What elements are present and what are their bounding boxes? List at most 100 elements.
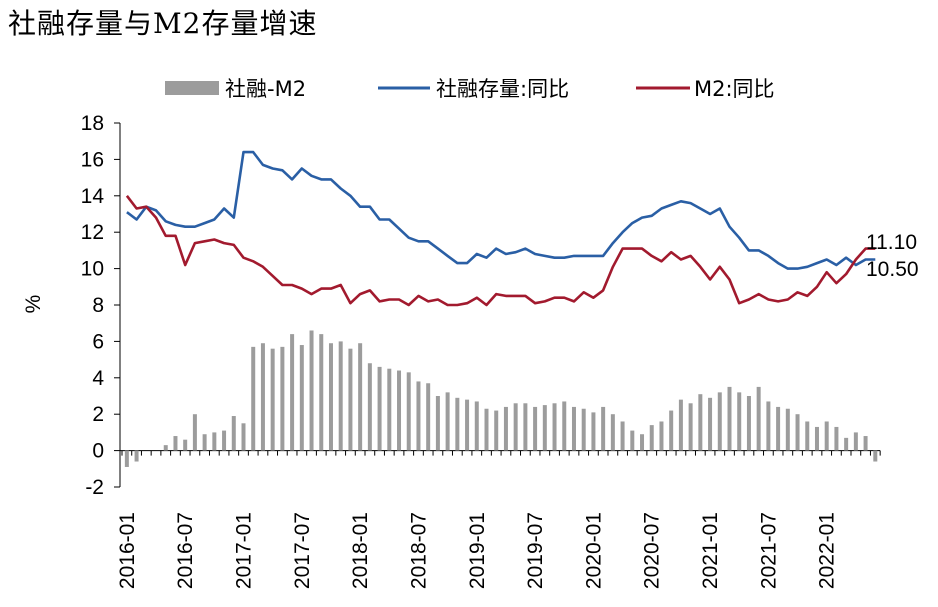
bar-social-financing-minus-m2 [824,421,829,451]
bar-social-financing-minus-m2 [163,445,168,451]
bar-social-financing-minus-m2 [445,392,450,451]
bar-social-financing-minus-m2 [348,348,353,451]
bar-social-financing-minus-m2 [465,399,470,451]
x-tick-label: 2021-01 [699,512,722,589]
bar-social-financing-minus-m2 [805,421,810,451]
bar-social-financing-minus-m2 [766,401,771,451]
bar-social-financing-minus-m2 [601,406,606,451]
y-tick-label: 10 [81,258,104,281]
bar-social-financing-minus-m2 [785,408,790,451]
x-tick-label: 2020-01 [582,512,605,589]
bar-social-financing-minus-m2 [708,397,713,451]
bar-social-financing-minus-m2 [533,406,538,451]
line-social-financing-yoy [126,150,876,270]
bar-social-financing-minus-m2 [503,406,508,451]
bar-social-financing-minus-m2 [183,439,188,451]
bar-social-financing-minus-m2 [397,370,402,451]
bar-social-financing-minus-m2 [571,406,576,451]
bar-social-financing-minus-m2 [853,432,858,451]
bar-social-financing-minus-m2 [737,392,742,451]
x-tick-label: 2017-07 [291,512,314,589]
bar-social-financing-minus-m2 [474,401,479,451]
bar-social-financing-minus-m2 [513,403,518,451]
bar-social-financing-minus-m2 [649,425,654,451]
bar-social-financing-minus-m2 [873,450,878,462]
y-tick-label: 8 [92,294,104,317]
bar-social-financing-minus-m2 [426,383,431,451]
x-tick-label: 2021-07 [757,512,780,589]
bar-social-financing-minus-m2 [299,345,304,451]
bar-social-financing-minus-m2 [610,414,615,451]
bar-social-financing-minus-m2 [280,346,285,451]
y-tick-label: 14 [81,185,105,208]
bar-social-financing-minus-m2 [358,343,363,451]
bar-social-financing-minus-m2 [260,343,265,451]
bar-social-financing-minus-m2 [776,406,781,451]
bar-social-financing-minus-m2 [727,386,732,451]
bar-social-financing-minus-m2 [659,421,664,451]
end-label-m2: 11.10 [866,231,917,254]
bar-social-financing-minus-m2 [814,426,819,451]
bar-social-financing-minus-m2 [620,421,625,451]
bar-social-financing-minus-m2 [552,403,557,451]
bar-social-financing-minus-m2 [435,396,440,451]
bar-social-financing-minus-m2 [290,334,295,451]
y-axis: -2 0 2 4 6 8 10 12 14 16 18 [81,112,121,499]
end-label-social-financing: 10.50 [866,258,919,281]
bar-social-financing-minus-m2 [678,399,683,451]
legend: 社融-M2 社融存量:同比 M2:同比 [165,77,775,101]
bar-social-financing-minus-m2 [241,423,246,451]
chart-title: 社融存量与M2存量增速 [8,7,318,40]
bar-social-financing-minus-m2 [688,403,693,451]
x-tick-label: 2019-01 [466,512,489,589]
bar-social-financing-minus-m2 [319,334,324,451]
bar-social-financing-minus-m2 [387,368,392,451]
bar-social-financing-minus-m2 [591,412,596,451]
bar-social-financing-minus-m2 [484,408,489,451]
bar-social-financing-minus-m2 [251,346,256,451]
x-tick-label: 2017-01 [233,512,256,589]
bar-social-financing-minus-m2 [192,414,197,451]
bar-social-financing-minus-m2 [756,386,761,451]
bar-social-financing-minus-m2 [328,343,333,451]
x-tick-label: 2019-07 [524,512,547,589]
y-tick-label: -2 [85,476,104,499]
bar-social-financing-minus-m2 [406,372,411,451]
legend-label-bar: 社融-M2 [225,77,306,101]
bar-social-financing-minus-m2 [416,381,421,451]
legend-swatch-bar [165,81,219,95]
bar-social-financing-minus-m2 [542,405,547,451]
bar-social-financing-minus-m2 [202,434,207,451]
y-tick-label: 2 [92,403,104,426]
legend-label-social-financing: 社融存量:同比 [436,77,569,101]
x-tick-label: 2018-01 [349,512,372,589]
line-series [125,150,876,307]
bar-social-financing-minus-m2 [270,348,275,451]
bar-social-financing-minus-m2 [562,401,567,451]
y-tick-label: 16 [81,148,104,171]
bar-social-financing-minus-m2 [523,403,528,451]
bar-social-financing-minus-m2 [844,437,849,451]
bar-social-financing-minus-m2 [455,397,460,451]
line-m2-yoy [125,195,876,307]
bar-social-financing-minus-m2 [338,341,343,451]
bar-social-financing-minus-m2 [124,450,129,467]
bar-series [124,330,878,467]
bar-social-financing-minus-m2 [863,436,868,451]
y-tick-label: 4 [92,367,104,390]
x-tick-label: 2020-07 [641,512,664,589]
y-axis-label: % [22,295,45,314]
bar-social-financing-minus-m2 [717,392,722,451]
bar-social-financing-minus-m2 [367,363,372,451]
bar-social-financing-minus-m2 [222,430,227,451]
bar-social-financing-minus-m2 [581,408,586,451]
bar-social-financing-minus-m2 [640,434,645,451]
bar-social-financing-minus-m2 [134,450,139,462]
bar-social-financing-minus-m2 [669,410,674,451]
legend-label-m2: M2:同比 [694,77,775,101]
bar-social-financing-minus-m2 [231,416,236,451]
bar-social-financing-minus-m2 [309,330,314,451]
bar-social-financing-minus-m2 [795,414,800,451]
x-tick-label: 2022-01 [816,512,839,589]
